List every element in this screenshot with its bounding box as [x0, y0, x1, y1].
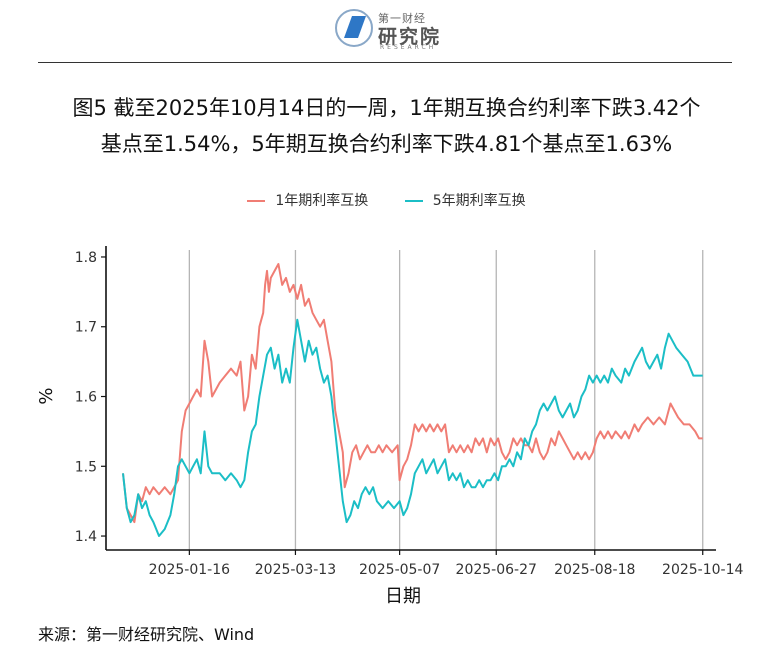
legend-item-1y: 1年期利率互换	[247, 190, 368, 210]
x-tick-label-2: 2025-05-07	[359, 562, 440, 578]
x-axis-label: 日期	[385, 586, 421, 607]
y-tick-label-2: 1.6	[75, 390, 97, 406]
legend-swatch-1y	[247, 200, 266, 202]
legend-swatch-5y	[404, 200, 423, 202]
logo-top-text: 第一财经	[378, 12, 426, 25]
chart-title: 图5 截至2025年10月14日的一周，1年期互换合约利率下跌3.42个 基点至…	[30, 90, 743, 162]
chart-title-line-1: 图5 截至2025年10月14日的一周，1年期互换合约利率下跌3.42个	[72, 96, 701, 120]
x-tick-label-0: 2025-01-16	[149, 562, 230, 578]
x-tick-label-3: 2025-06-27	[456, 562, 537, 578]
y-tick-label-4: 1.8	[75, 250, 97, 266]
legend-label-1y: 1年期利率互换	[275, 193, 369, 209]
y-tick-label-0: 1.4	[75, 529, 97, 545]
logo-main-text: 研究院	[378, 26, 442, 48]
logo: 第一财经 研究院 RESEARCH	[334, 6, 444, 52]
legend-label-5y: 5年期利率互换	[432, 193, 526, 209]
x-tick-label-1: 2025-03-13	[255, 562, 336, 578]
series-line-1y	[122, 263, 703, 524]
header-divider	[38, 62, 732, 63]
source-note: 来源：第一财经研究院、Wind	[38, 625, 255, 644]
x-tick-label-4: 2025-08-18	[554, 562, 635, 578]
line-chart: 1.4 1.5 1.6 1.7 1.8 2025-01-16 2025-03-13 2025-…	[36, 246, 744, 607]
legend: 1年期利率互换 5年期利率互换	[0, 190, 773, 210]
logo-sub-text: RESEARCH	[380, 44, 437, 51]
series-line-5y	[122, 318, 703, 537]
x-tick-label-5: 2025-10-14	[662, 562, 743, 578]
y-tick-label-3: 1.7	[75, 320, 97, 336]
legend-item-5y: 5年期利率互换	[404, 190, 526, 210]
y-axis-label: %	[36, 387, 57, 404]
logo-mark-icon	[335, 9, 373, 47]
chart-title-line-2: 基点至1.54%，5年期互换合约利率下跌4.81个基点至1.63%	[100, 132, 673, 156]
y-tick-label-1: 1.5	[75, 459, 97, 475]
